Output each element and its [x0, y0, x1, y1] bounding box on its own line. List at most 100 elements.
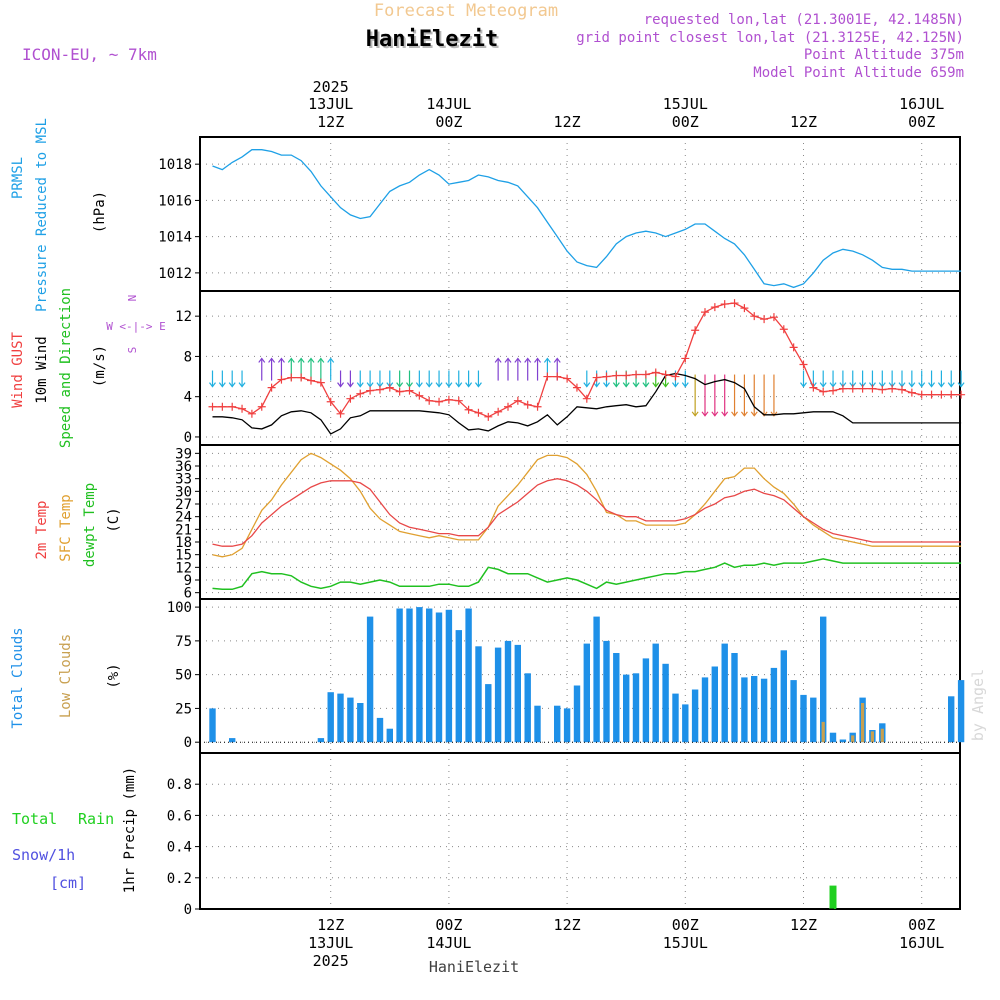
- y-tick-label: 9: [184, 573, 192, 589]
- wind-arrow-head: [593, 382, 601, 388]
- total-cloud-bar: [642, 658, 650, 743]
- wind-arrow-head: [819, 382, 827, 388]
- total-cloud-bar: [662, 663, 669, 743]
- total-cloud-bar: [682, 704, 689, 743]
- gust-marker: [829, 386, 838, 395]
- gust-marker: [336, 409, 345, 418]
- gust-marker: [307, 376, 315, 385]
- total-cloud-bar: [524, 673, 531, 743]
- wind-10m-label: 10m Wind: [34, 336, 50, 403]
- wind-arrow-head: [209, 382, 216, 388]
- wind-arrow-head: [928, 382, 936, 388]
- wind-arrow-head: [327, 357, 335, 363]
- precip-total-label: Total: [12, 810, 57, 828]
- wind-arrow-head: [740, 411, 748, 417]
- y-tick-label: 1018: [158, 157, 192, 173]
- wind-arrow-head: [445, 382, 453, 388]
- gust-marker: [257, 402, 266, 411]
- total-cloud-bar: [691, 689, 699, 743]
- wind-arrow-head: [622, 382, 630, 388]
- wind-unit: (m/s): [92, 345, 108, 387]
- total-cloud-bar: [613, 653, 620, 743]
- total-cloud-bar: [229, 738, 236, 743]
- gust-marker: [415, 391, 424, 400]
- temp-sfc-line: [212, 452, 962, 558]
- wind-arrow-head: [711, 411, 719, 417]
- wind-arrow-head: [642, 382, 650, 388]
- gust-marker: [228, 402, 237, 411]
- precip-bar: [829, 885, 837, 909]
- total-cloud-bar: [623, 674, 630, 743]
- total-cloud-bar: [652, 643, 659, 743]
- wind-arrow-head: [701, 411, 709, 417]
- total-cloud-bar: [957, 680, 965, 743]
- gust-marker: [907, 388, 916, 397]
- total-cloud-bar: [366, 616, 374, 743]
- gust-marker: [848, 384, 857, 393]
- y-tick-label: 100: [167, 600, 192, 616]
- y-tick-label: 50: [175, 668, 192, 684]
- temp-dew-line: [212, 558, 962, 591]
- gust-marker: [287, 373, 296, 382]
- bottom-axis-label: 13JUL: [308, 934, 353, 952]
- wind-arrow-head: [494, 357, 502, 363]
- total-cloud-bar: [751, 676, 758, 743]
- gust-marker: [533, 402, 542, 411]
- gust-marker: [316, 378, 325, 387]
- wind-arrow-head: [603, 382, 610, 388]
- gust-marker: [454, 396, 463, 405]
- y-tick-label: 15: [175, 548, 192, 564]
- bottom-axis-label: 00Z: [672, 916, 699, 934]
- top-title: Forecast Meteogram: [374, 1, 558, 21]
- gust-marker: [661, 370, 670, 379]
- wind-arrow-head: [652, 382, 660, 388]
- gust-marker: [572, 383, 581, 392]
- total-cloud-bar: [829, 732, 837, 743]
- total-cloud-bar: [396, 608, 403, 743]
- top-axis-label: 00Z: [908, 113, 935, 131]
- gust-marker: [671, 372, 680, 381]
- location-title-shadow: HaniElezit: [368, 29, 500, 54]
- gust-marker: [809, 383, 818, 392]
- gust-marker: [789, 343, 798, 352]
- total-cloud-bar: [455, 630, 462, 743]
- wind-arrow-head: [474, 382, 482, 388]
- gust-marker: [710, 303, 719, 312]
- y-tick-label: 1016: [158, 193, 192, 209]
- total-cloud-bar: [721, 643, 728, 743]
- wind-arrow-head: [415, 382, 423, 388]
- gust-marker: [681, 354, 690, 363]
- y-tick-label: 21: [175, 522, 192, 538]
- wind-arrow-head: [524, 357, 532, 363]
- temp-dew-label: dewpt Temp: [82, 483, 98, 567]
- compass-s: S: [126, 347, 139, 354]
- pressure-label-msl: Pressure Reduced to MSL: [34, 118, 50, 312]
- wind-arrow-head: [297, 357, 305, 363]
- wind-arrow-head: [681, 382, 689, 388]
- wind-arrow-head: [396, 382, 404, 388]
- wind-arrow-head: [277, 357, 285, 363]
- wind-arrow-head: [268, 357, 276, 363]
- total-cloud-bar: [731, 653, 738, 743]
- top-axis-label: 12Z: [317, 113, 344, 131]
- y-tick-label: 0.6: [167, 808, 192, 824]
- wind-arrow-head: [317, 357, 325, 363]
- wind-arrow-head: [514, 357, 522, 363]
- wind-arrow-head: [553, 357, 561, 363]
- total-cloud-bar: [435, 612, 443, 743]
- wind-arrow-head: [770, 411, 778, 417]
- total-cloud-bar: [347, 697, 354, 743]
- precip-rain-label: Rain: [78, 810, 114, 828]
- top-axis-label: 16JUL: [899, 95, 944, 113]
- wind-arrow-head: [632, 382, 640, 388]
- pressure-line: [212, 149, 962, 289]
- bottom-axis-label: 00Z: [435, 916, 462, 934]
- bottom-axis-label: 14JUL: [426, 934, 471, 952]
- wind-arrows: [209, 357, 965, 417]
- total-cloud-bar: [416, 607, 423, 743]
- gust-marker: [917, 390, 926, 399]
- gust-marker: [218, 402, 227, 411]
- cloud-bars: [209, 607, 965, 743]
